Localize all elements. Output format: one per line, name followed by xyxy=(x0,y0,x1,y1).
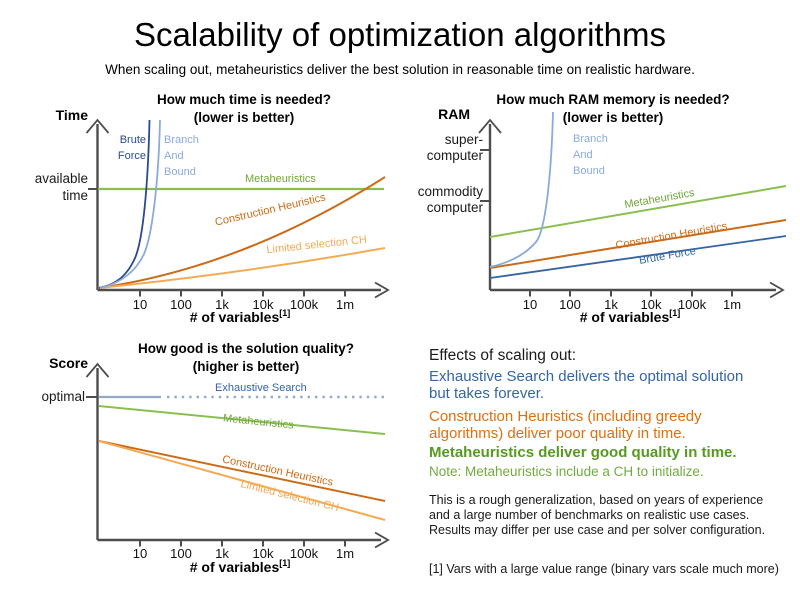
metaheuristics-line xyxy=(489,185,787,238)
effects-panel: Effects of scaling out: Exhaustive Searc… xyxy=(429,347,793,576)
limited-selection-ch-curve xyxy=(98,247,386,289)
x-tick-label: 100k xyxy=(678,297,707,312)
effects-construction-line1: Construction Heuristics (including greed… xyxy=(429,408,702,425)
metaheuristics-label: Metaheuristics xyxy=(245,173,316,185)
chart-time-axes xyxy=(85,118,390,299)
chart-ram-title-line2: (lower is better) xyxy=(563,110,664,125)
x-tick-label: 100 xyxy=(559,297,581,312)
construction-heuristics-line xyxy=(98,440,386,502)
metaheuristics-label: Metaheuristics xyxy=(222,412,294,431)
chart-ram-title-line1: How much RAM memory is needed? xyxy=(496,92,729,107)
chart-time-x-axis-label: # of variables[1] xyxy=(190,308,291,325)
disclaimer-line3: Results may differ per use case and per … xyxy=(429,523,766,538)
branch-and-bound-curve xyxy=(489,111,554,268)
chart-quality-title-line2: (higher is better) xyxy=(193,359,300,374)
effects-exhaustive-line1: Exhaustive Search delivers the optimal s… xyxy=(429,368,744,385)
commodity-computer-label-line2: computer xyxy=(427,200,484,215)
footnote: [1] Vars with a large value range (binar… xyxy=(429,561,779,576)
x-tick-label: 10k xyxy=(641,297,662,312)
chart-ram-y-axis-label: RAM xyxy=(438,106,470,122)
effects-exhaustive-search-text: Exhaustive Search delivers the optimal s… xyxy=(429,368,793,402)
chart-quality-x-axis-label: # of variables[1] xyxy=(190,558,291,575)
limited-selection-ch-line xyxy=(98,440,386,521)
x-tick-label: 1m xyxy=(336,546,354,561)
branch-and-bound-label-line1: Branch xyxy=(573,133,608,145)
chart-ram-axes xyxy=(478,118,785,299)
branch-and-bound-curve xyxy=(99,119,161,289)
available-time-label-line2: time xyxy=(62,188,88,203)
disclaimer-line2: and a large number of benchmarks on real… xyxy=(429,508,750,523)
exhaustive-search-label: Exhaustive Search xyxy=(215,382,307,394)
x-tick-label: 10k xyxy=(253,297,274,312)
x-tick-label: 1k xyxy=(604,297,618,312)
chart-quality-y-axis-label: Score xyxy=(49,355,88,371)
brute-force-label-line1: Brute xyxy=(120,134,146,146)
disclaimer-paragraph: This is a rough generalization, based on… xyxy=(429,493,793,539)
x-tick-label: 10 xyxy=(523,297,537,312)
x-tick-label: 1m xyxy=(336,297,354,312)
chart-ram: How much RAM memory is needed? (lower is… xyxy=(418,92,787,325)
super-computer-label-line2: computer xyxy=(427,148,484,163)
chart-time: How much time is needed? (lower is bette… xyxy=(35,92,390,325)
effects-heading: Effects of scaling out: xyxy=(429,347,577,364)
chart-quality-title-line1: How good is the solution quality? xyxy=(138,341,354,356)
brute-force-label: Brute Force xyxy=(638,245,697,267)
commodity-computer-label-line1: commodity xyxy=(418,184,484,199)
brute-force-line xyxy=(489,235,787,279)
chart-quality: How good is the solution quality? (highe… xyxy=(41,341,390,575)
effects-metaheuristics-statement: Metaheuristics deliver good quality in t… xyxy=(429,444,737,461)
construction-heuristics-line xyxy=(489,219,787,269)
chart-ram-x-axis-label: # of variables[1] xyxy=(580,308,681,325)
x-tick-label: 100 xyxy=(170,297,192,312)
optimal-label: optimal xyxy=(41,389,85,404)
branch-and-bound-label-line1: Branch xyxy=(164,134,199,146)
metaheuristics-line xyxy=(98,405,386,435)
x-tick-label: 1m xyxy=(723,297,741,312)
construction-heuristics-label: Construction Heuristics xyxy=(214,191,327,228)
x-tick-label: 100 xyxy=(170,546,192,561)
chart-time-title-line2: (lower is better) xyxy=(194,110,295,125)
chart-time-y-axis-label: Time xyxy=(56,107,89,123)
x-tick-label: 10 xyxy=(133,546,147,561)
effects-exhaustive-line2: but takes forever. xyxy=(429,385,545,402)
branch-and-bound-label-line2: And xyxy=(164,150,184,162)
chart-time-title-line1: How much time is needed? xyxy=(157,92,331,107)
x-tick-label: 1k xyxy=(215,297,229,312)
brute-force-label-line2: Force xyxy=(118,150,146,162)
x-tick-label: 10k xyxy=(253,546,274,561)
super-computer-label-line1: super- xyxy=(445,132,483,147)
disclaimer-line1: This is a rough generalization, based on… xyxy=(429,493,764,507)
x-tick-label: 100k xyxy=(290,297,319,312)
x-tick-label: 10 xyxy=(133,297,147,312)
chart-quality-axes xyxy=(85,362,390,549)
branch-and-bound-label-line3: Bound xyxy=(164,166,196,178)
branch-and-bound-label-line3: Bound xyxy=(573,165,605,177)
x-tick-label: 100k xyxy=(290,546,319,561)
effects-note: Note: Metaheuristics include a CH to ini… xyxy=(429,464,704,479)
branch-and-bound-label-line2: And xyxy=(573,149,593,161)
available-time-label-line1: available xyxy=(35,171,88,186)
effects-construction-heuristics-text: Construction Heuristics (including greed… xyxy=(429,408,793,442)
x-tick-label: 1k xyxy=(215,546,229,561)
page-subtitle: When scaling out, metaheuristics deliver… xyxy=(105,62,695,77)
construction-heuristics-curve xyxy=(98,176,386,289)
page-title: Scalability of optimization algorithms xyxy=(134,16,666,53)
effects-construction-line2: algorithms) deliver poor quality in time… xyxy=(429,425,686,442)
